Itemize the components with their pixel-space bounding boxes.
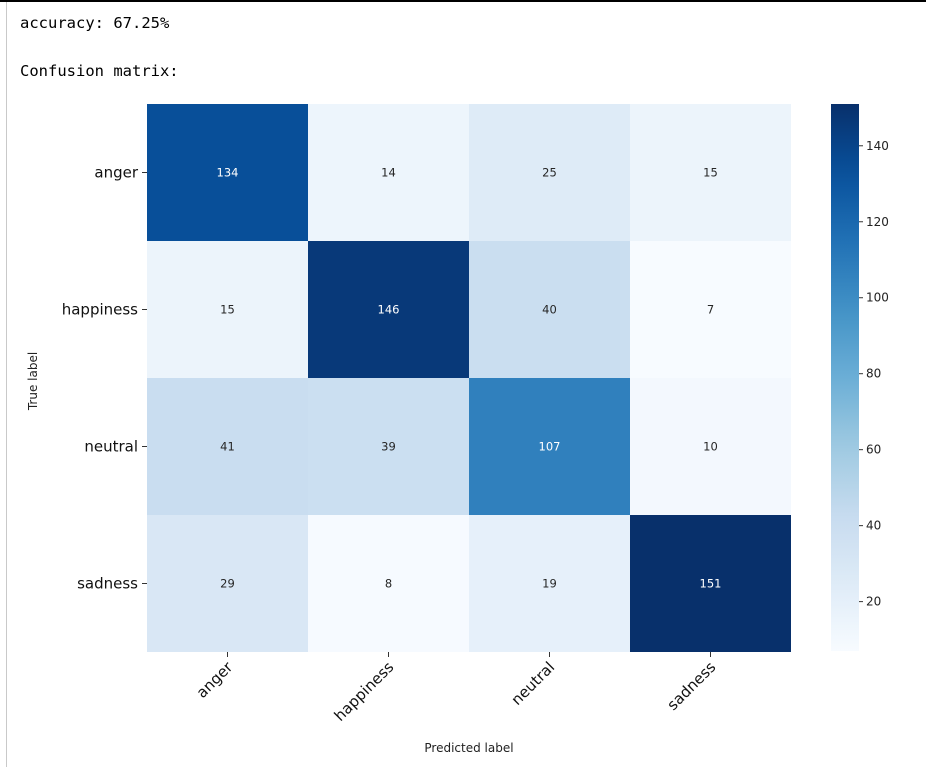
heatmap-cell — [308, 241, 469, 378]
column-tick-label: anger — [193, 658, 237, 702]
y-axis-label: True label — [26, 352, 40, 411]
row-tick-label: happiness — [62, 301, 138, 319]
heatmap-cell — [308, 378, 469, 515]
heatmap-cell — [469, 515, 630, 652]
heatmap-cell — [308, 104, 469, 241]
column-tick-labels: anger happiness neutral sadness — [193, 652, 720, 725]
heatmap-cell — [308, 515, 469, 652]
cell-value-label: 15 — [703, 166, 718, 180]
colorbar-tick-label: 100 — [866, 291, 889, 305]
cell-value-label: 10 — [703, 440, 718, 454]
row-tick-label: neutral — [84, 438, 138, 456]
heatmap-cell — [630, 515, 791, 652]
cell-value-label: 7 — [707, 303, 714, 317]
cell-value-label: 107 — [539, 440, 561, 454]
cell-value-label: 19 — [542, 577, 557, 591]
top-border — [0, 0, 926, 2]
accuracy-text: accuracy: 67.25% — [20, 14, 170, 32]
cell-value-label: 39 — [381, 440, 396, 454]
cell-value-label: 14 — [381, 166, 396, 180]
heatmap-cell — [147, 104, 308, 241]
column-tick-label: sadness — [664, 658, 720, 714]
heatmap-cell — [469, 241, 630, 378]
heatmap-cell — [630, 104, 791, 241]
cell-value-label: 40 — [542, 303, 557, 317]
cell-value-label: 134 — [217, 166, 239, 180]
heatmap-cell — [147, 515, 308, 652]
row-tick-label: anger — [94, 164, 138, 182]
cell-value-label: 151 — [700, 577, 722, 591]
colorbar-ticks: 20 40 60 80 100 120 140 — [859, 139, 889, 609]
confusion-matrix-caption: Confusion matrix: — [20, 62, 179, 80]
cell-value-label: 41 — [220, 440, 235, 454]
cell-value-label: 146 — [378, 303, 400, 317]
colorbar-tick-label: 40 — [866, 519, 881, 533]
heatmap-cell — [147, 241, 308, 378]
colorbar-tick-label: 20 — [866, 595, 881, 609]
cell-value-label: 25 — [542, 166, 557, 180]
colorbar-tick-label: 80 — [866, 367, 881, 381]
colorbar-tick-label: 60 — [866, 443, 881, 457]
row-tick-labels: anger happiness neutral sadness — [62, 164, 147, 593]
column-tick-label: neutral — [508, 658, 559, 709]
cell-value-label: 29 — [220, 577, 235, 591]
cell-left-border — [6, 2, 7, 767]
heatmap-cell — [630, 378, 791, 515]
column-tick-label: happiness — [331, 658, 398, 725]
cell-value-label: 15 — [220, 303, 235, 317]
cell-value-label: 8 — [385, 577, 392, 591]
heatmap-cell — [469, 104, 630, 241]
heatmap-grid: 134 14 25 15 15 146 40 7 41 39 107 10 29 8 19 151 — [147, 104, 791, 652]
heatmap-cell — [469, 378, 630, 515]
heatmap-cell — [630, 241, 791, 378]
row-tick-label: sadness — [77, 575, 138, 593]
colorbar-tick-label: 140 — [866, 139, 889, 153]
heatmap-cell — [147, 378, 308, 515]
x-axis-label: Predicted label — [424, 741, 513, 755]
colorbar-tick-label: 120 — [866, 215, 889, 229]
colorbar — [831, 104, 859, 651]
